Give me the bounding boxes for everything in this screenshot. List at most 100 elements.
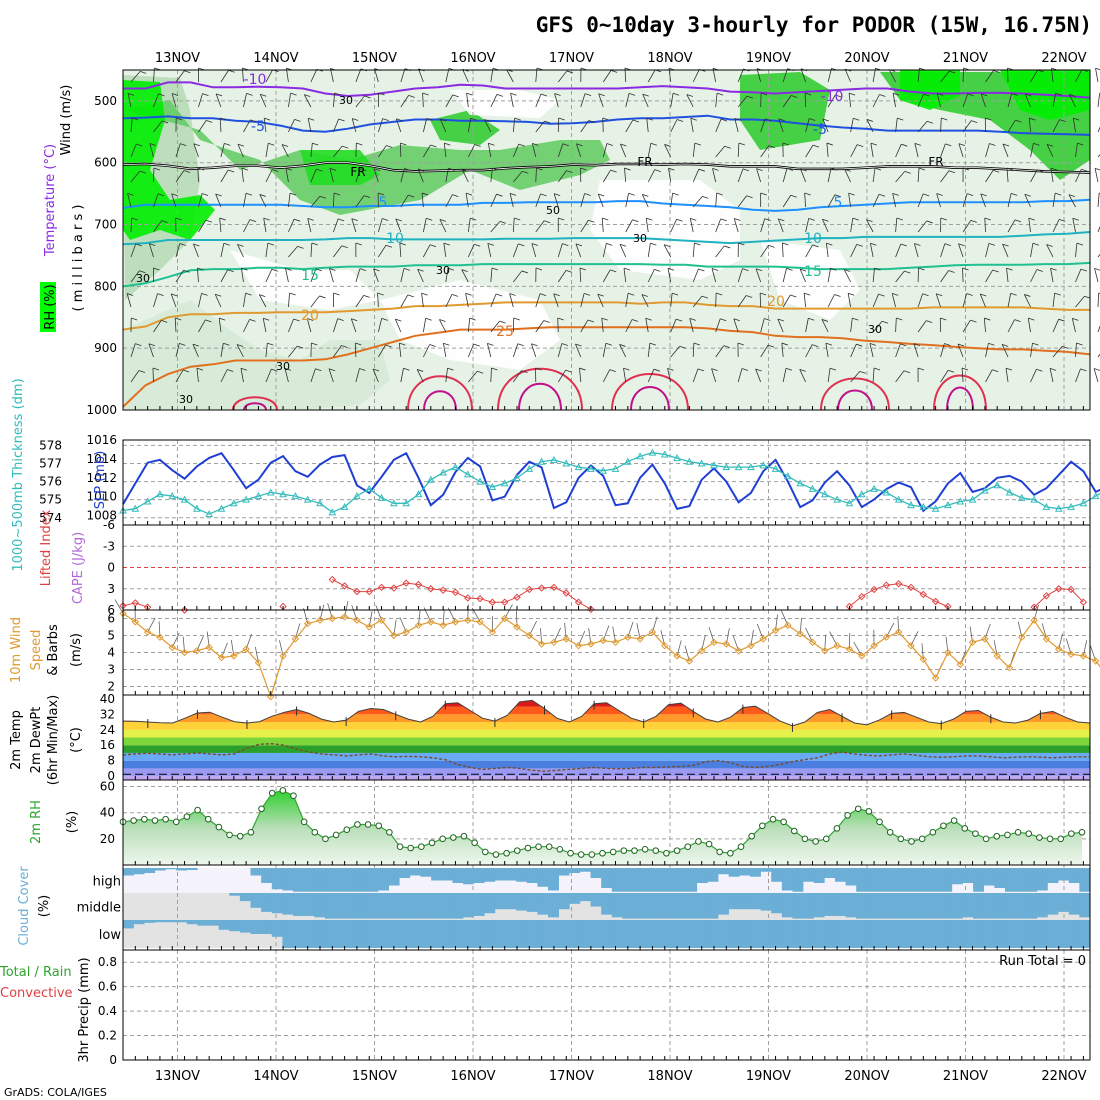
wind-barb — [580, 120, 590, 133]
wind-barb-flag — [359, 368, 366, 371]
cloud-bar — [898, 868, 910, 892]
wind-barb-flag — [1055, 192, 1062, 196]
wind-barb-flag — [175, 317, 182, 321]
wind-barb — [734, 118, 739, 133]
wind-barb-flag — [923, 93, 930, 97]
wind-barb — [1075, 268, 1082, 283]
wind-barb-flag — [800, 168, 807, 172]
thickness-marker — [833, 495, 841, 503]
wind-barb-flag — [584, 193, 591, 196]
wind-barb-flag — [606, 242, 613, 246]
wind-barb — [531, 143, 537, 158]
lifted-index-marker — [402, 579, 410, 587]
cloud-bar — [239, 893, 251, 902]
thickness-marker — [390, 499, 398, 507]
wind-barb — [850, 144, 858, 158]
wind-barb-flag — [985, 117, 992, 121]
wind-barb — [445, 94, 454, 108]
wind-barb — [512, 170, 523, 183]
wind-barb-flag — [848, 192, 855, 196]
thickness-tick-label: 578 — [39, 438, 62, 452]
wind-barb — [462, 69, 469, 83]
wind-barb — [1028, 218, 1031, 233]
thickness-marker — [180, 495, 189, 503]
thickness-marker — [402, 499, 411, 507]
wind-barb-flag — [878, 193, 886, 197]
wind-barb — [759, 292, 762, 308]
wind-barb-flag — [654, 269, 661, 272]
wind-barb — [399, 142, 402, 158]
wind-barb — [985, 269, 994, 283]
wind-barb — [439, 319, 447, 333]
wind-barb-flag — [654, 169, 661, 172]
wind-barb — [690, 118, 694, 133]
top-date-label: 16NOV — [450, 51, 495, 66]
wind-barb — [827, 94, 836, 108]
wind-speed-marker — [550, 638, 558, 647]
wind-barb — [892, 193, 896, 208]
wind-barb-flag — [544, 220, 551, 224]
cloud-bar — [1047, 868, 1059, 883]
wind-barb — [664, 144, 672, 158]
top-date-label: 17NOV — [549, 51, 594, 66]
cloud-bar — [579, 893, 591, 902]
thickness-marker — [266, 488, 275, 496]
cloud-bar — [367, 893, 379, 919]
thickness-marker — [894, 495, 903, 503]
wind-barb-flag — [936, 293, 943, 297]
wind-barb — [265, 69, 274, 83]
isotherm-line — [123, 81, 1091, 99]
wind-barb-flag — [1014, 219, 1022, 223]
wind-speed-marker — [870, 641, 878, 650]
cloud-bar — [951, 868, 963, 885]
wind-barb — [602, 343, 607, 358]
wind-barb-flag — [308, 117, 315, 121]
wind-barb-flag — [632, 219, 639, 223]
wind-barb-flag — [245, 192, 253, 196]
wind-barb — [1030, 143, 1034, 158]
wind-barb-flag — [338, 118, 345, 122]
wind-barb-flag — [664, 144, 671, 147]
cloud-bar — [1015, 920, 1027, 948]
wind-barb — [535, 220, 545, 233]
thickness-marker — [956, 497, 965, 505]
wind-barb-flag — [359, 268, 367, 271]
cloud-bar — [431, 893, 443, 919]
wind-barb-flag — [597, 293, 604, 297]
wind-barb-flag — [988, 342, 995, 346]
wind-barb-flag — [196, 367, 204, 371]
wind-barb-flag — [395, 318, 402, 322]
wind-barb-flag — [223, 342, 230, 346]
wind-barb — [800, 68, 807, 83]
cloud-bar — [452, 868, 464, 883]
thickness-marker — [1054, 504, 1063, 512]
wind-barb — [198, 319, 206, 333]
wind-barb — [670, 93, 674, 108]
wind-barb — [602, 169, 611, 183]
wind-barb-flag — [1006, 167, 1014, 171]
wind-barb-flag — [206, 119, 213, 123]
wind-barb — [265, 368, 272, 383]
wind-speed-marker — [267, 692, 275, 701]
wind-barb — [737, 95, 748, 108]
wind-barb-flag — [738, 242, 745, 246]
wind-barb-flag — [237, 143, 245, 147]
wind-barb — [895, 171, 906, 183]
wind-barb-flag — [958, 243, 965, 247]
wind-barb-flag — [870, 242, 877, 246]
wind-barb-flag — [566, 70, 573, 74]
rh-shade-region — [300, 150, 380, 185]
wind-barb — [1052, 93, 1057, 108]
wind-barb — [196, 368, 199, 383]
wind-barb-flag — [294, 119, 301, 122]
wind-barb-flag — [337, 318, 344, 322]
wind-barb — [442, 343, 447, 358]
wind-barb — [153, 220, 162, 233]
wind-barb-flag — [311, 342, 318, 346]
wind-barb-flag — [1093, 368, 1100, 371]
wind-barb-flag — [856, 343, 863, 347]
wind-barb-flag — [808, 217, 815, 221]
upper-mb-label: ( m i l l i b a r s ) — [71, 205, 86, 312]
thickness-marker — [500, 479, 509, 487]
rh-marker — [854, 805, 862, 813]
